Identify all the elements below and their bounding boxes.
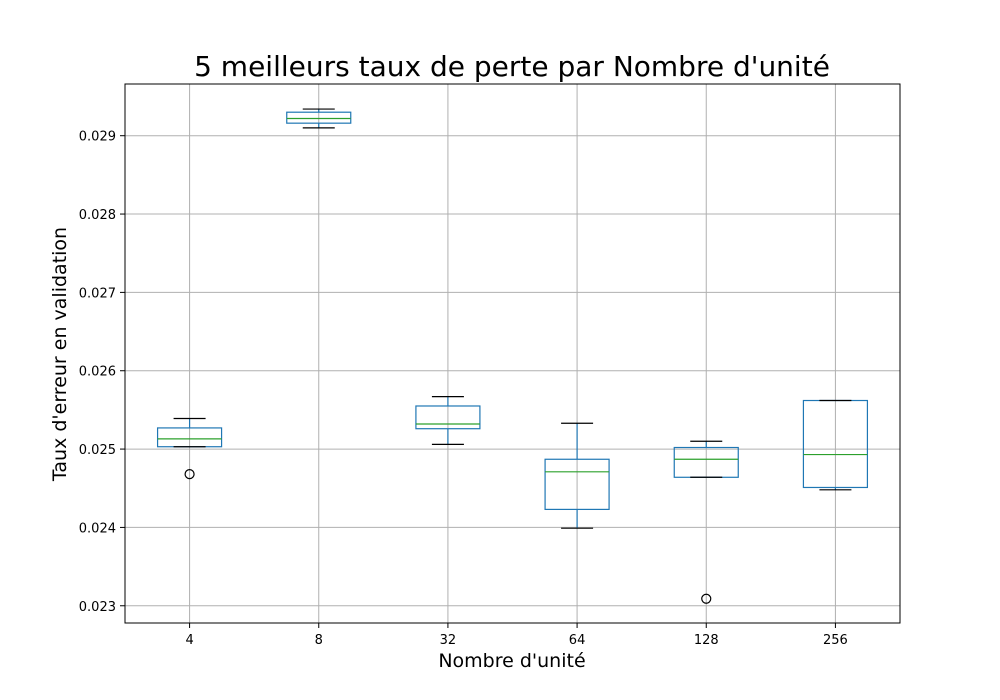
plot-frame — [124, 83, 901, 624]
iqr-box — [544, 458, 610, 511]
box-4 — [156, 417, 223, 480]
x-tick-label: 256 — [823, 633, 848, 648]
box-8 — [286, 108, 352, 129]
x-tick-label: 4 — [185, 633, 193, 648]
iqr-box — [286, 111, 352, 124]
box-256 — [802, 399, 869, 491]
outlier-point — [184, 469, 195, 480]
y-tick-label: 0.028 — [79, 208, 116, 223]
y-tick-label: 0.023 — [79, 600, 116, 615]
box-32 — [415, 395, 481, 445]
boxes — [156, 108, 869, 604]
y-tick-label: 0.026 — [79, 365, 116, 380]
x-axis-label: Nombre d'unité — [438, 650, 585, 672]
x-tick-label: 32 — [440, 633, 457, 648]
x-tick-label: 64 — [569, 633, 586, 648]
box-64 — [544, 422, 610, 529]
y-ticks: 0.023 0.024 0.025 0.026 0.027 0.028 0.029 — [79, 130, 125, 615]
x-tick-label: 128 — [694, 633, 719, 648]
y-tick-label: 0.025 — [79, 443, 116, 458]
iqr-box — [415, 405, 481, 430]
y-axis-label: Taux d'erreur en validation — [49, 227, 71, 482]
box-128 — [673, 440, 739, 604]
x-tick-label: 8 — [315, 633, 323, 648]
grid — [125, 84, 900, 623]
y-tick-label: 0.027 — [79, 286, 116, 301]
y-tick-label: 0.024 — [79, 521, 116, 536]
x-ticks: 4 8 32 64 128 256 — [185, 623, 848, 648]
y-tick-label: 0.029 — [79, 130, 116, 145]
chart-title: 5 meilleurs taux de perte par Nombre d'u… — [194, 50, 830, 83]
outlier-point — [701, 593, 712, 604]
